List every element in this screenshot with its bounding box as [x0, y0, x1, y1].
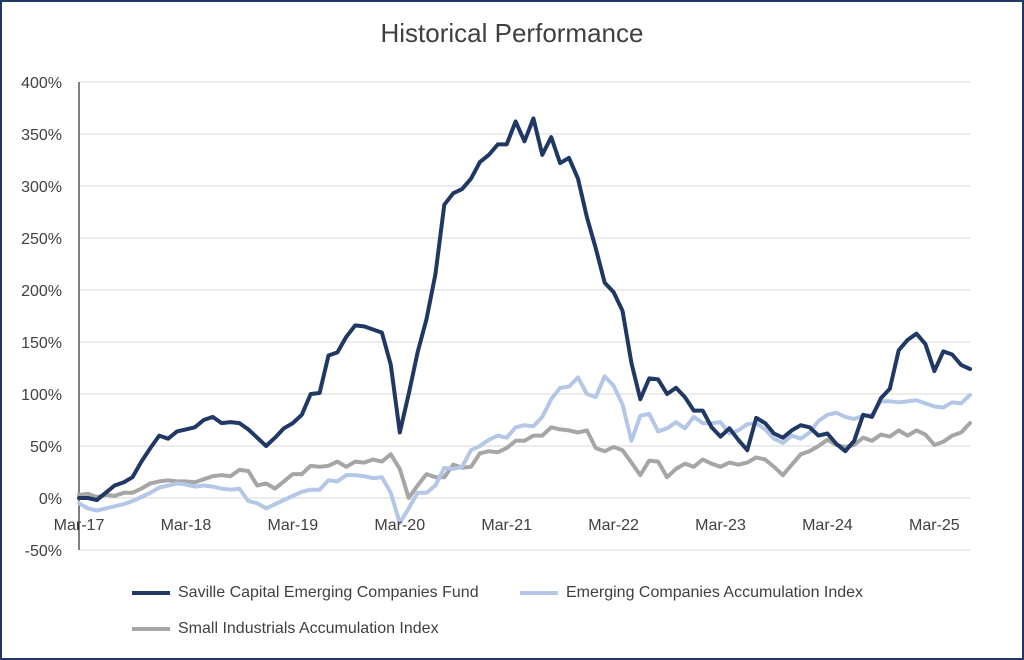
legend-item-fund: Saville Capital Emerging Companies Fund [132, 584, 479, 602]
x-tick-label: Mar-21 [481, 517, 532, 534]
legend-label-fund: Saville Capital Emerging Companies Fund [178, 584, 479, 601]
x-tick-label: Mar-17 [54, 517, 105, 534]
legend-swatch-small-industrials [132, 627, 170, 631]
y-tick-label: 350% [21, 127, 62, 144]
legend-label-small-industrials: Small Industrials Accumulation Index [178, 620, 439, 637]
x-tick-label: Mar-23 [695, 517, 746, 534]
y-tick-label: 300% [21, 179, 62, 196]
y-tick-label: 100% [21, 387, 62, 404]
axes [78, 82, 970, 550]
x-tick-label: Mar-19 [267, 517, 318, 534]
x-tick-label: Mar-22 [588, 517, 639, 534]
y-tick-label: 150% [21, 335, 62, 352]
y-tick-label: -50% [25, 543, 62, 560]
x-tick-label: Mar-25 [909, 517, 960, 534]
legend-label-emerging-index: Emerging Companies Accumulation Index [566, 584, 864, 601]
tick-labels: -50% 0% 50% 100% 150% 200% 250% 300% 350% 400% Mar… [21, 75, 960, 560]
gridlines [79, 81, 970, 551]
series-lines [77, 116, 972, 525]
legend-item-emerging-index: Emerging Companies Accumulation Index [520, 584, 863, 602]
legend-swatch-emerging-index [520, 591, 558, 595]
series-line-emerging-index [77, 374, 972, 525]
x-tick-label: Mar-24 [802, 517, 853, 534]
series-line-small-industrials [77, 421, 972, 500]
x-tick-label: Mar-20 [374, 517, 425, 534]
y-tick-label: 250% [21, 231, 62, 248]
line-chart: -50% 0% 50% 100% 150% 200% 250% 300% 350% 400% Mar… [21, 75, 972, 560]
y-tick-label: 400% [21, 75, 62, 92]
y-tick-label: 50% [30, 439, 62, 456]
y-tick-label: 0% [39, 491, 62, 508]
legend-swatch-fund [132, 591, 170, 595]
chart-title: Historical Performance [380, 18, 644, 48]
series-line-fund [77, 116, 972, 503]
legend-item-small-industrials: Small Industrials Accumulation Index [132, 620, 439, 638]
y-tick-label: 200% [21, 283, 62, 300]
x-tick-label: Mar-18 [161, 517, 212, 534]
